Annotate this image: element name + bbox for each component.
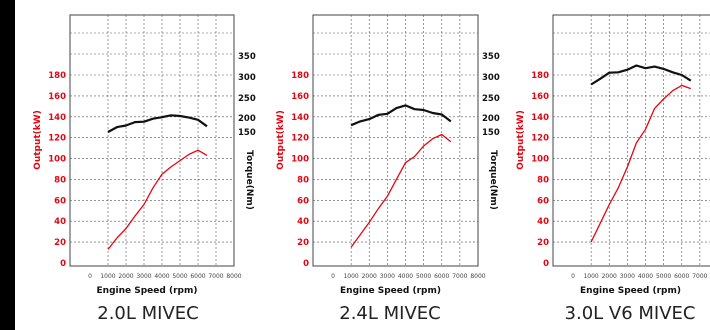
y-left-tick-label: 0 (60, 259, 66, 269)
x-tick-label: 6000 (190, 273, 205, 280)
y-left-tick-label: 80 (297, 175, 309, 185)
y-left-tick-label: 180 (48, 71, 66, 81)
caption-2-0l-mivec: 2.0L MIVEC (97, 303, 199, 324)
y-right-tick-label: 200 (482, 114, 500, 124)
y-left-tick-label: 40 (537, 217, 549, 227)
y-left-axis-title: Output(kW) (516, 110, 526, 170)
x-tick-label: 7000 (208, 273, 223, 280)
x-tick-label: 7000 (692, 273, 707, 280)
x-tick-label: 4000 (154, 273, 169, 280)
x-tick-label: 1000 (583, 273, 598, 280)
x-tick-label: 1000 (100, 273, 115, 280)
y-left-tick-label: 160 (531, 92, 549, 102)
plot-frame (69, 14, 235, 267)
output-curve (590, 84, 692, 243)
x-tick-label: 2000 (118, 273, 133, 280)
x-tick-label: 6000 (674, 273, 689, 280)
y-right-tick-label: 200 (238, 114, 256, 124)
y-right-tick-label: 250 (238, 94, 256, 104)
x-axis-title: Engine Speed (rpm) (340, 286, 441, 296)
y-left-tick-label: 20 (54, 238, 66, 248)
x-tick-label: 4000 (638, 273, 653, 280)
y-left-tick-label: 20 (537, 238, 549, 248)
y-left-tick-label: 60 (54, 196, 66, 206)
y-left-tick-label: 180 (291, 71, 309, 81)
x-tick-label: 0 (88, 273, 92, 280)
y-right-axis-title: Torque(Nm) (488, 150, 498, 210)
x-tick-label: 2000 (362, 273, 377, 280)
plot-frame (312, 14, 479, 267)
x-tick-label: 1000 (343, 273, 358, 280)
y-left-tick-label: 140 (48, 113, 66, 123)
y-left-tick-label: 60 (297, 196, 309, 206)
y-right-tick-label: 150 (238, 128, 256, 138)
y-left-tick-label: 120 (48, 134, 66, 144)
caption-3-0l-v6-mivec: 3.0L V6 MIVEC (564, 303, 696, 324)
y-right-tick-label: 300 (238, 73, 256, 83)
x-tick-label: 4000 (398, 273, 413, 280)
y-left-tick-label: 120 (291, 134, 309, 144)
y-right-axis-title: Torque(Nm) (244, 150, 254, 210)
x-axis-title: Engine Speed (rpm) (580, 286, 681, 296)
torque-curve (107, 114, 208, 133)
y-left-tick-label: 120 (531, 134, 549, 144)
y-right-tick-label: 350 (482, 52, 500, 62)
y-right-tick-label: 300 (482, 73, 500, 83)
y-left-axis-title: Output(kW) (276, 110, 286, 170)
x-tick-label: 8000 (470, 273, 485, 280)
x-tick-label: 3000 (620, 273, 635, 280)
y-left-tick-label: 40 (54, 217, 66, 227)
output-curve (350, 133, 452, 248)
y-left-tick-label: 100 (48, 155, 66, 165)
y-left-tick-label: 100 (291, 155, 309, 165)
y-left-tick-label: 180 (531, 71, 549, 81)
torque-curve (350, 104, 452, 127)
left-edge-strip (0, 0, 15, 330)
y-right-tick-label: 250 (482, 94, 500, 104)
x-axis-title: Engine Speed (rpm) (97, 286, 198, 296)
y-left-tick-label: 60 (537, 196, 549, 206)
x-tick-label: 2000 (602, 273, 617, 280)
x-tick-label: 8000 (226, 273, 241, 280)
x-tick-label: 7000 (452, 273, 467, 280)
y-left-axis-title: Output(kW) (33, 110, 43, 170)
y-right-tick-label: 350 (238, 52, 256, 62)
x-tick-label: 0 (571, 273, 575, 280)
x-tick-label: 6000 (434, 273, 449, 280)
torque-curve (590, 64, 692, 86)
y-left-tick-label: 160 (291, 92, 309, 102)
y-right-tick-label: 150 (482, 128, 500, 138)
y-left-tick-label: 80 (54, 175, 66, 185)
plot-frame (552, 14, 710, 267)
x-tick-label: 5000 (172, 273, 187, 280)
x-tick-label: 3000 (136, 273, 151, 280)
y-left-tick-label: 140 (291, 113, 309, 123)
y-left-tick-label: 0 (303, 259, 309, 269)
y-left-tick-label: 40 (297, 217, 309, 227)
y-left-tick-label: 160 (48, 92, 66, 102)
caption-2-4l-mivec: 2.4L MIVEC (339, 303, 441, 324)
x-tick-label: 0 (331, 273, 335, 280)
output-curve (107, 149, 208, 250)
x-tick-label: 5000 (416, 273, 431, 280)
y-left-tick-label: 100 (531, 155, 549, 165)
x-tick-label: 3000 (380, 273, 395, 280)
y-left-tick-label: 20 (297, 238, 309, 248)
x-tick-label: 5000 (656, 273, 671, 280)
y-left-tick-label: 0 (543, 259, 549, 269)
y-left-tick-label: 80 (537, 175, 549, 185)
y-left-tick-label: 140 (531, 113, 549, 123)
